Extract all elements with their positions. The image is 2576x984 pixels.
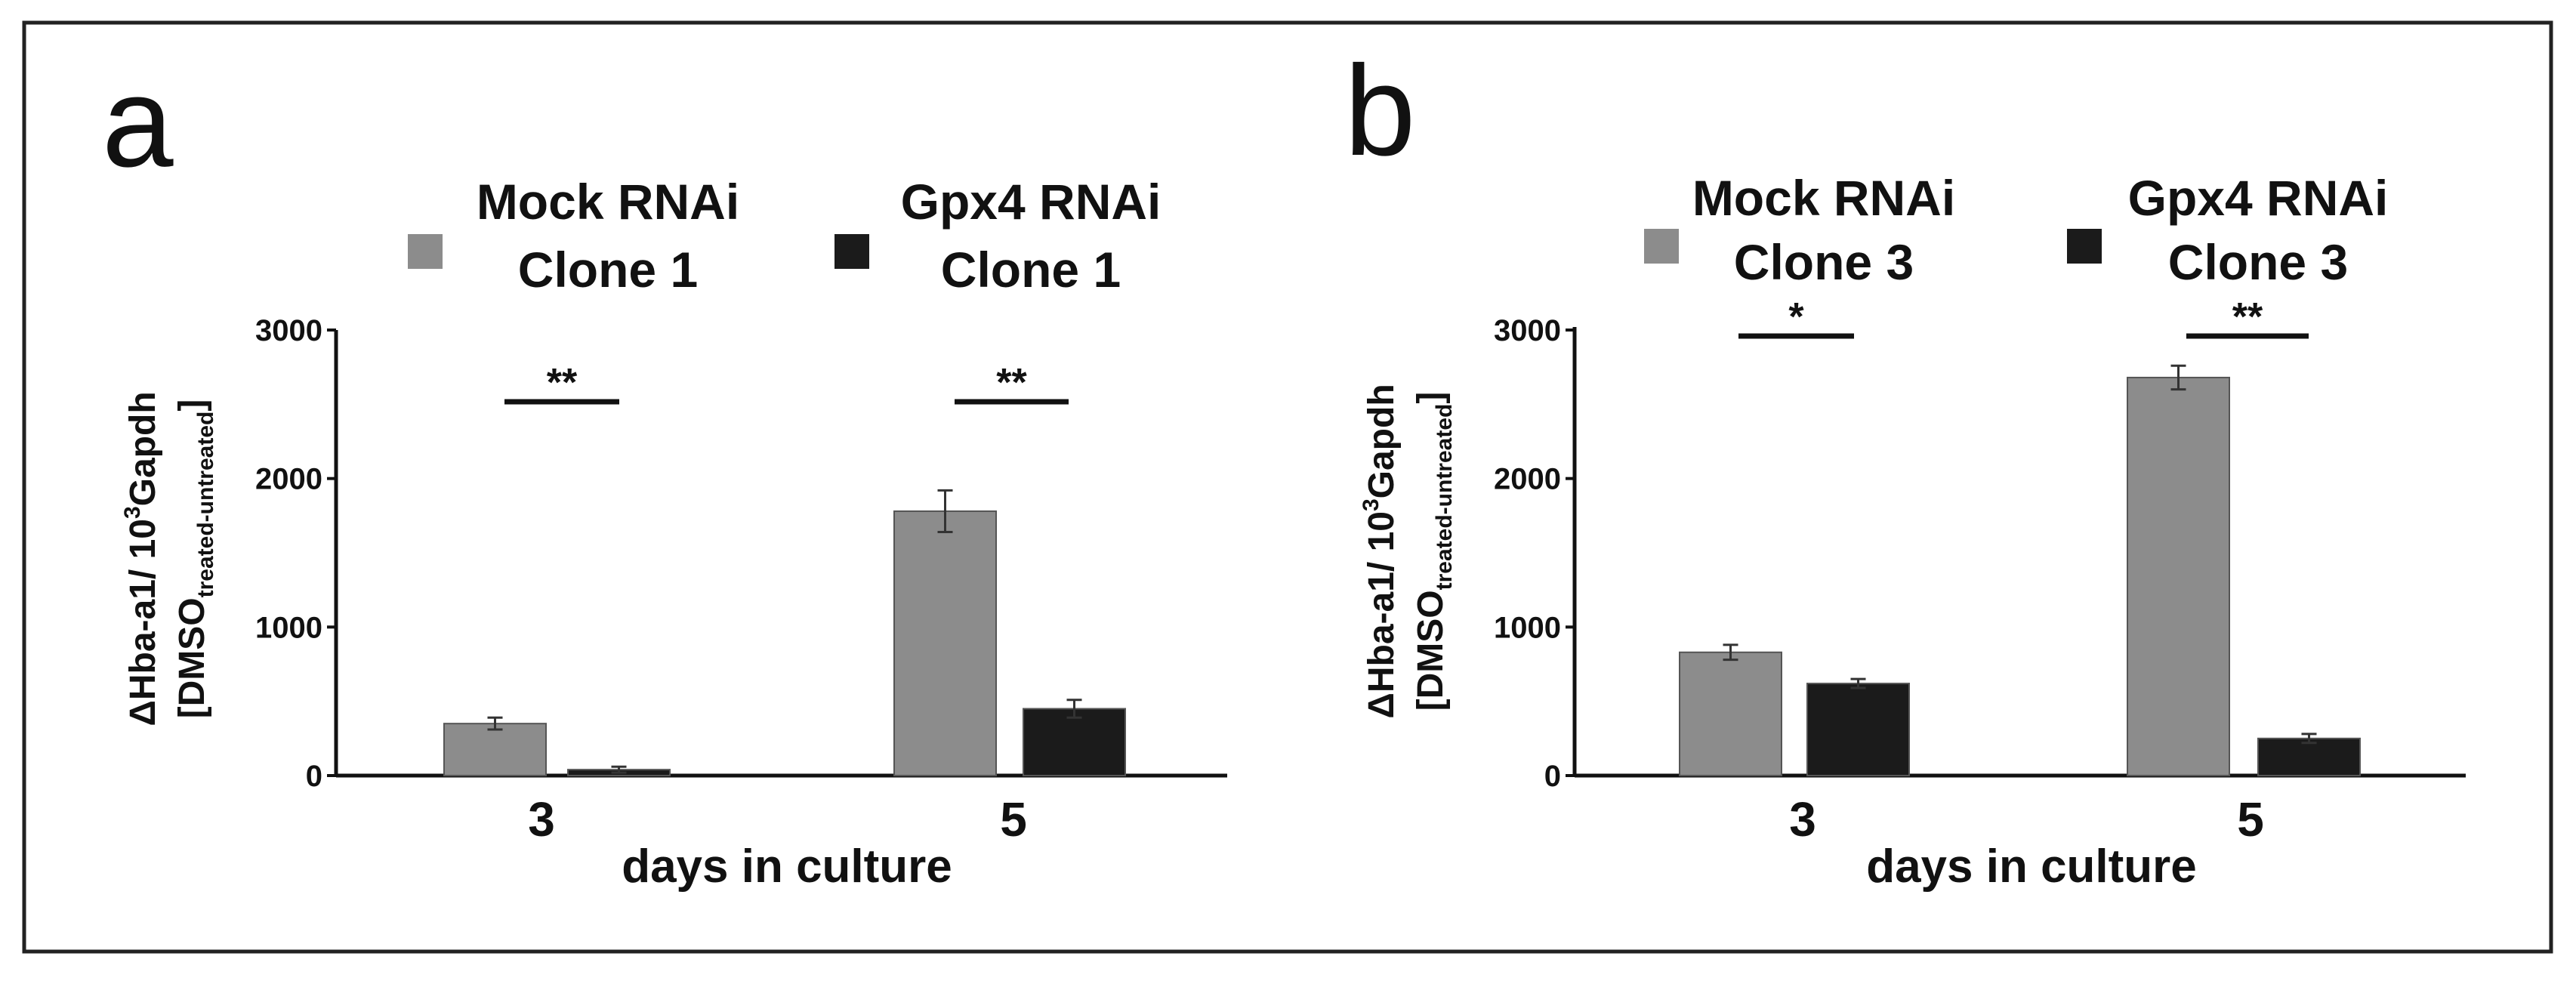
- y-axis-label-line2: [DMSOtreated-untreated]: [172, 399, 218, 719]
- error-bar: [1850, 677, 1866, 689]
- y-tick-label: 1000: [1494, 611, 1561, 644]
- y-axis-label-line1: ΔHba-a1/ 103Gapdh: [120, 391, 163, 726]
- bar-mock-day-3: [1679, 651, 1782, 776]
- x-tick-label: 3: [528, 792, 555, 847]
- significance-markers: * **: [1738, 295, 2309, 339]
- legend-label-mock-line2: Clone 1: [518, 242, 698, 298]
- x-axis-label: days in culture: [1866, 841, 2197, 893]
- error-bar: [2170, 364, 2186, 391]
- error-bar: [937, 489, 953, 533]
- x-tick-label: 5: [2237, 792, 2264, 847]
- significance-stars: *: [1788, 295, 1804, 339]
- y-tick-label: 3000: [1494, 314, 1561, 347]
- error-bar: [1723, 643, 1738, 662]
- y-axis-label-line2: [DMSOtreated-untreated]: [1411, 392, 1457, 711]
- y-tick-label: 0: [1544, 760, 1561, 793]
- legend-swatch-gpx4: [835, 234, 869, 269]
- error-bar: [2301, 733, 2317, 745]
- legend-label-mock-line1: Mock RNAi: [1692, 170, 1955, 226]
- y-tick-label: 1000: [255, 611, 322, 644]
- legend-swatch-gpx4: [2067, 229, 2102, 264]
- y-axis-label-line1: ΔHba-a1/ 103Gapdh: [1359, 384, 1402, 718]
- y-tick-label: 2000: [255, 463, 322, 496]
- error-bar: [487, 716, 503, 731]
- y-tick-label: 3000: [255, 314, 322, 347]
- x-tick-label: 5: [1000, 792, 1027, 847]
- legend-label-mock-line1: Mock RNAi: [477, 174, 739, 230]
- legend-swatch-mock: [408, 234, 443, 269]
- panel-b: b Mock RNAi Clone 3 Gpx4 RNAi Clone 3 ΔH…: [1344, 39, 2466, 893]
- bars: [443, 489, 1126, 777]
- legend-swatch-mock: [1644, 229, 1679, 264]
- significance-stars: **: [547, 361, 578, 405]
- bar-gpx4-day-5: [1023, 708, 1126, 776]
- y-tick-label: 0: [306, 760, 322, 793]
- legend: Mock RNAi Clone 3 Gpx4 RNAi Clone 3: [1644, 170, 2388, 290]
- legend-label-gpx4-line1: Gpx4 RNAi: [901, 174, 1162, 230]
- legend: Mock RNAi Clone 1 Gpx4 RNAi Clone 1: [408, 174, 1161, 298]
- significance-markers: ** **: [504, 361, 1069, 405]
- legend-label-gpx4-line2: Clone 3: [2168, 234, 2348, 290]
- significance-stars: **: [2232, 295, 2263, 339]
- significance-stars: **: [996, 361, 1027, 405]
- bar-mock-day-5: [893, 510, 997, 777]
- panel-label: a: [102, 51, 174, 194]
- legend-label-gpx4-line2: Clone 1: [941, 242, 1121, 298]
- y-ticks: 0 1000 2000 3000: [1494, 314, 1575, 793]
- error-bar: [611, 765, 627, 774]
- bar-mock-day-5: [2127, 376, 2230, 776]
- legend-label-gpx4-line1: Gpx4 RNAi: [2128, 170, 2389, 226]
- bar-mock-day-3: [443, 723, 547, 777]
- bar-gpx4-day-3: [1806, 683, 1910, 776]
- x-tick-label: 3: [1789, 792, 1816, 847]
- error-bar: [1066, 699, 1082, 719]
- y-ticks: 0 1000 2000 3000: [255, 314, 336, 793]
- panel-label: b: [1344, 39, 1416, 183]
- panel-a: a Mock RNAi Clone 1 Gpx4 RNAi Clone 1 ΔH…: [102, 51, 1227, 893]
- bars: [1679, 364, 2361, 776]
- y-tick-label: 2000: [1494, 463, 1561, 496]
- bar-gpx4-day-5: [2257, 737, 2361, 776]
- x-axis-label: days in culture: [622, 841, 952, 893]
- legend-label-mock-line2: Clone 3: [1734, 234, 1914, 290]
